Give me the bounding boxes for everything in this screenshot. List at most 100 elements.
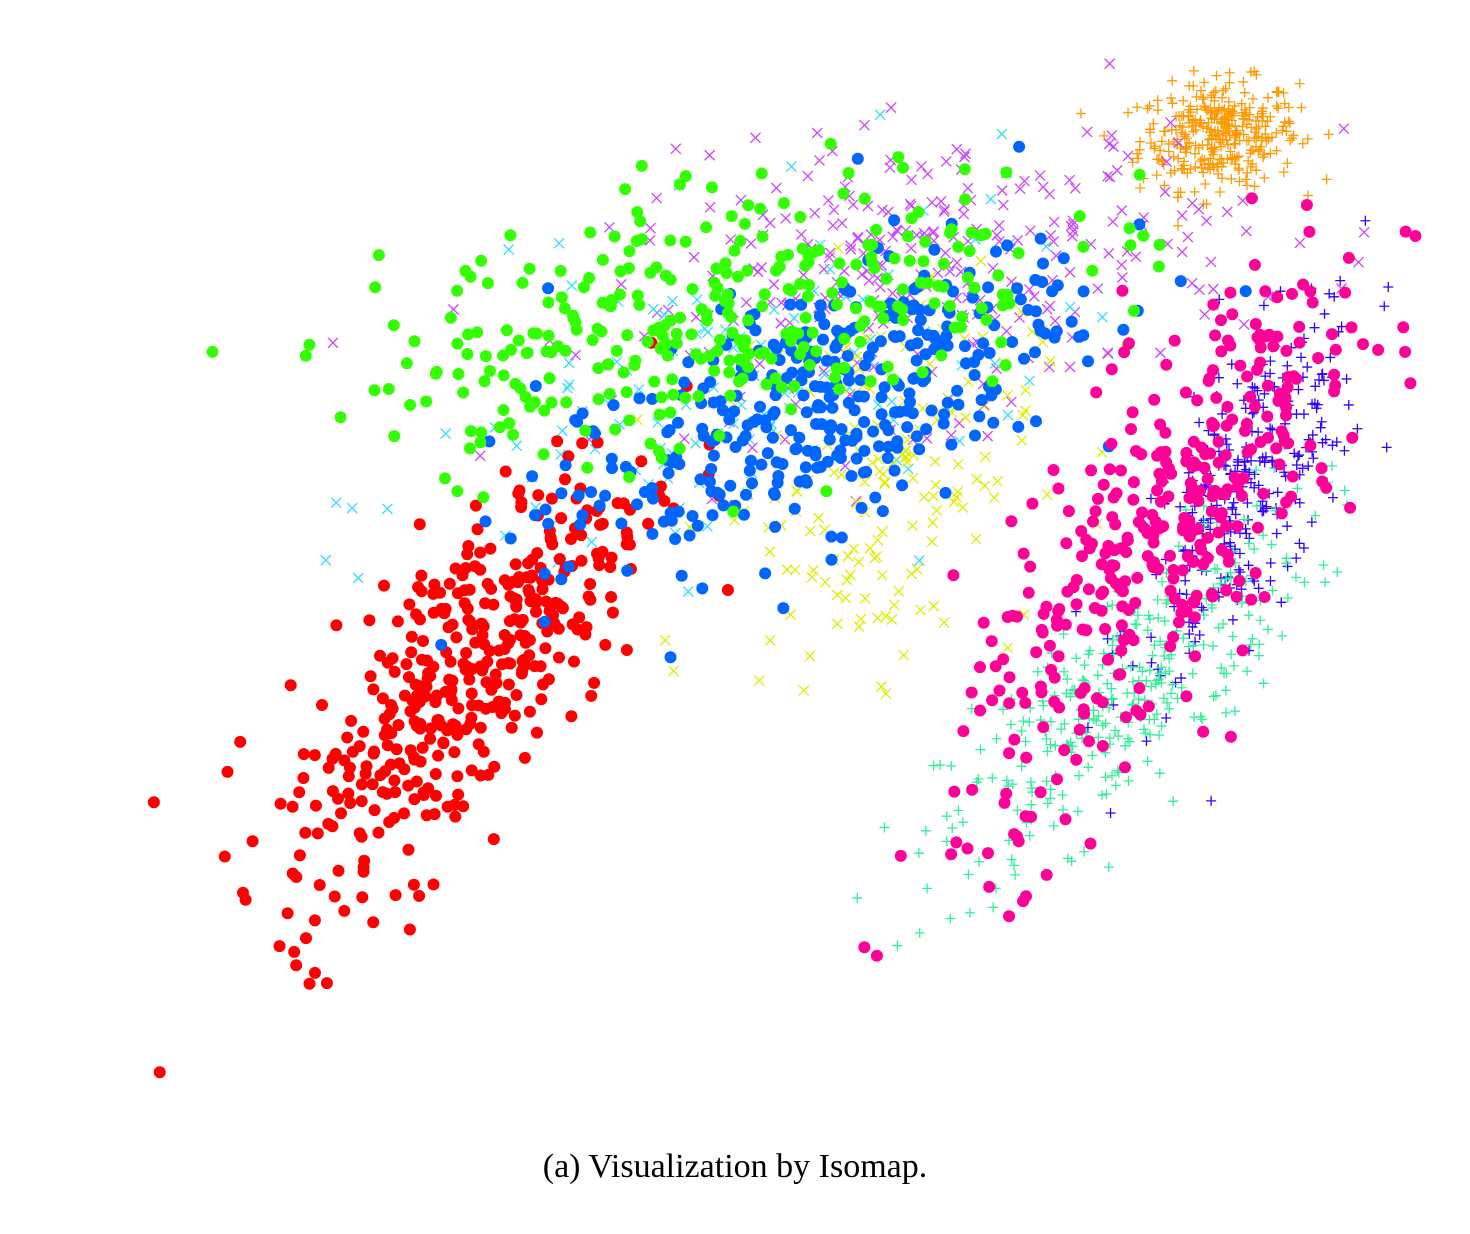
scatter-point (311, 827, 324, 840)
scatter-point (875, 408, 888, 421)
scatter-point (770, 264, 783, 277)
scatter-point (1014, 183, 1026, 195)
scatter-point (1102, 539, 1115, 552)
scatter-point (615, 517, 628, 530)
scatter-point (431, 714, 444, 727)
scatter-point (1154, 347, 1166, 359)
scatter-point (958, 163, 971, 176)
scatter-point (413, 889, 426, 902)
scatter-point (651, 192, 663, 204)
scatter-point (956, 311, 969, 323)
scatter-point (1042, 798, 1053, 809)
scatter-point (1110, 780, 1121, 791)
scatter-point (352, 572, 364, 584)
scatter-point (832, 242, 844, 254)
scatter-point (297, 772, 310, 784)
scatter-point (1065, 315, 1078, 328)
scatter-point (1283, 102, 1294, 113)
scatter-point (631, 498, 643, 511)
scatter-point (1056, 724, 1067, 735)
scatter-point (300, 932, 312, 945)
scatter-point (1099, 623, 1112, 635)
scatter-point (901, 230, 914, 243)
scatter-point (1321, 174, 1332, 185)
scatter-point (1163, 146, 1174, 157)
scatter-point (674, 178, 686, 191)
scatter-point (1002, 389, 1013, 401)
scatter-point (1034, 786, 1047, 799)
scatter-point (904, 198, 916, 210)
scatter-point (1241, 528, 1252, 539)
scatter-point (775, 381, 788, 394)
scatter-point (274, 797, 287, 810)
scatter-point (768, 278, 780, 290)
scatter-point (746, 477, 758, 490)
scatter-point (870, 223, 883, 236)
scatter-point (1231, 520, 1244, 533)
scatter-point (440, 428, 452, 440)
scatter-point (1019, 810, 1032, 823)
scatter-point (1140, 728, 1151, 739)
scatter-point (1293, 320, 1306, 333)
scatter-point (613, 288, 626, 301)
scatter-point (889, 331, 902, 343)
scatter-point (1037, 257, 1049, 270)
scatter-point (1292, 483, 1303, 494)
scatter-point (560, 396, 573, 409)
scatter-point (904, 339, 917, 352)
scatter-point (894, 849, 907, 862)
scatter-point (1160, 456, 1173, 469)
scatter-point (1226, 173, 1237, 184)
scatter-point (1236, 644, 1249, 657)
scatter-point (769, 520, 782, 533)
scatter-point (1001, 288, 1014, 301)
scatter-point (565, 533, 577, 545)
scatter-point (1271, 127, 1282, 138)
scatter-point (1239, 87, 1250, 98)
scatter-point (416, 741, 429, 754)
scatter-point (1230, 120, 1241, 131)
scatter-point (504, 229, 517, 242)
scatter-point (408, 793, 421, 806)
scatter-point (754, 202, 767, 215)
scatter-point (539, 503, 552, 516)
scatter-point (1201, 215, 1212, 227)
scatter-point (1249, 567, 1262, 579)
scatter-point (1042, 746, 1053, 757)
scatter-point (824, 263, 836, 275)
scatter-point (1221, 707, 1232, 718)
scatter-point (1095, 604, 1108, 617)
scatter-point (1123, 337, 1135, 350)
scatter-point (605, 452, 618, 465)
scatter-point (1224, 77, 1235, 88)
scatter-point (1117, 323, 1130, 336)
scatter-point (342, 787, 355, 800)
scatter-point (400, 357, 413, 370)
scatter-point (497, 404, 510, 416)
scatter-point (723, 354, 736, 367)
scatter-point (1173, 541, 1184, 552)
scatter-point (756, 300, 769, 313)
scatter-point (341, 731, 354, 744)
scatter-point (892, 151, 905, 164)
scatter-point (793, 431, 806, 444)
scatter-point (1134, 708, 1147, 721)
scatter-point (738, 508, 750, 521)
scatter-point (1187, 555, 1199, 568)
scatter-point (497, 369, 510, 382)
scatter-point (1064, 174, 1076, 186)
scatter-point (938, 206, 950, 218)
scatter-point (820, 354, 833, 367)
scatter-point (905, 242, 917, 254)
scatter-point (1059, 666, 1070, 677)
scatter-point (1006, 854, 1017, 865)
scatter-point (832, 618, 843, 630)
scatter-point (1065, 737, 1076, 748)
scatter-point (1025, 777, 1036, 788)
scatter-point (1292, 451, 1303, 462)
scatter-point (801, 290, 814, 303)
scatter-point (1220, 584, 1233, 597)
scatter-point (914, 927, 925, 938)
scatter-point (1035, 686, 1048, 699)
scatter-point (713, 429, 726, 442)
